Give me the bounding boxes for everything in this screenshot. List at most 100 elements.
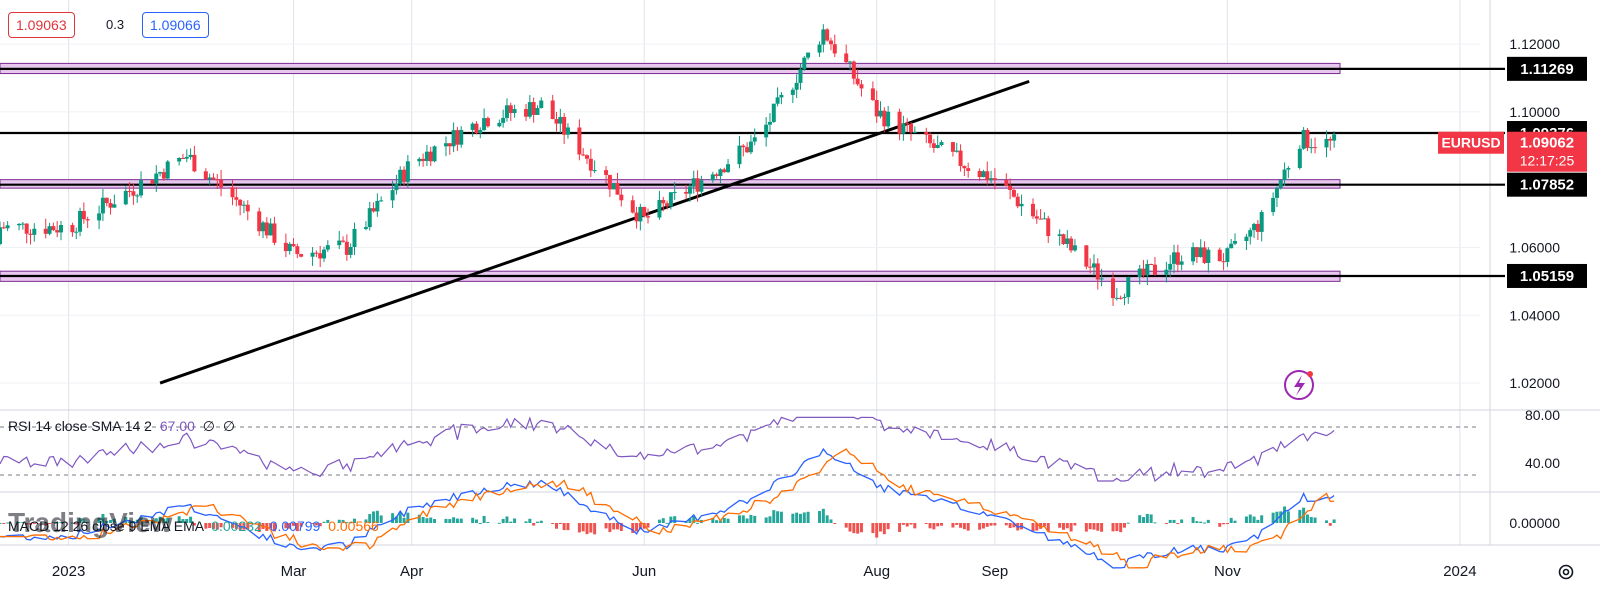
candle[interactable] bbox=[161, 172, 166, 179]
candle[interactable] bbox=[657, 199, 662, 218]
candle[interactable] bbox=[272, 223, 277, 243]
candle[interactable] bbox=[363, 227, 368, 229]
candle[interactable] bbox=[154, 173, 159, 184]
candle[interactable] bbox=[108, 203, 113, 208]
candle[interactable] bbox=[962, 165, 967, 169]
candle[interactable] bbox=[325, 245, 330, 250]
candle[interactable] bbox=[192, 154, 197, 172]
candle[interactable] bbox=[78, 210, 83, 232]
candle[interactable] bbox=[1274, 187, 1279, 198]
candle[interactable] bbox=[661, 199, 666, 204]
candle[interactable] bbox=[1164, 269, 1169, 275]
candle[interactable] bbox=[585, 155, 590, 159]
candle[interactable] bbox=[901, 123, 906, 134]
candle[interactable] bbox=[722, 169, 727, 173]
candle[interactable] bbox=[394, 183, 399, 191]
candle[interactable] bbox=[478, 129, 483, 134]
candle[interactable] bbox=[1015, 196, 1020, 207]
candle[interactable] bbox=[180, 158, 185, 160]
candle[interactable] bbox=[1019, 203, 1024, 207]
candle[interactable] bbox=[817, 44, 822, 53]
candle[interactable] bbox=[158, 172, 163, 174]
candle[interactable] bbox=[508, 105, 513, 114]
candle[interactable] bbox=[554, 119, 559, 124]
candle[interactable] bbox=[1042, 218, 1047, 220]
candle[interactable] bbox=[322, 249, 326, 259]
candle[interactable] bbox=[794, 82, 799, 90]
candle[interactable] bbox=[882, 110, 887, 127]
candle[interactable] bbox=[424, 151, 429, 161]
candle[interactable] bbox=[764, 124, 769, 138]
candle[interactable] bbox=[428, 151, 433, 162]
candle[interactable] bbox=[1255, 223, 1260, 232]
candle[interactable] bbox=[32, 228, 37, 235]
candle[interactable] bbox=[619, 194, 624, 201]
candle[interactable] bbox=[318, 253, 323, 259]
candle[interactable] bbox=[550, 100, 555, 120]
candle[interactable] bbox=[470, 123, 475, 130]
candle[interactable] bbox=[737, 145, 742, 165]
candle[interactable] bbox=[897, 111, 902, 134]
candle[interactable] bbox=[352, 228, 357, 248]
candle[interactable] bbox=[85, 219, 90, 221]
candle[interactable] bbox=[150, 180, 155, 184]
candle[interactable] bbox=[1137, 268, 1142, 278]
candle[interactable] bbox=[981, 171, 986, 178]
candle[interactable] bbox=[832, 44, 837, 54]
candle[interactable] bbox=[70, 225, 75, 233]
candle[interactable] bbox=[238, 199, 243, 206]
candle[interactable] bbox=[592, 170, 597, 172]
candle[interactable] bbox=[375, 200, 380, 212]
candle[interactable] bbox=[211, 177, 216, 180]
candle[interactable] bbox=[1038, 218, 1043, 220]
candle[interactable] bbox=[207, 177, 212, 180]
candle[interactable] bbox=[1141, 268, 1146, 276]
candle[interactable] bbox=[886, 111, 891, 127]
candle[interactable] bbox=[1194, 247, 1199, 258]
candle[interactable] bbox=[283, 242, 288, 252]
candle[interactable] bbox=[806, 52, 811, 58]
level-price-label[interactable] bbox=[1507, 56, 1587, 81]
lightning-icon[interactable] bbox=[1284, 370, 1314, 400]
candle[interactable] bbox=[646, 216, 650, 218]
candle[interactable] bbox=[992, 178, 997, 181]
candle[interactable] bbox=[1313, 147, 1318, 149]
candle[interactable] bbox=[1297, 148, 1302, 169]
candle[interactable] bbox=[985, 171, 990, 181]
candle[interactable] bbox=[20, 223, 25, 225]
candle[interactable] bbox=[665, 203, 670, 207]
candle[interactable] bbox=[1095, 263, 1100, 280]
candle[interactable] bbox=[344, 241, 349, 255]
candle[interactable] bbox=[219, 179, 224, 188]
candle[interactable] bbox=[966, 168, 971, 171]
candle[interactable] bbox=[402, 169, 407, 182]
candle[interactable] bbox=[1152, 264, 1157, 275]
candle[interactable] bbox=[184, 156, 189, 159]
candle[interactable] bbox=[524, 109, 529, 117]
candle[interactable] bbox=[139, 180, 144, 196]
symbol-label[interactable] bbox=[1438, 131, 1504, 154]
candle[interactable] bbox=[1168, 263, 1173, 270]
candle[interactable] bbox=[828, 40, 833, 45]
candle[interactable] bbox=[203, 171, 208, 180]
candle[interactable] bbox=[485, 118, 490, 127]
candle[interactable] bbox=[1122, 297, 1127, 299]
candle[interactable] bbox=[47, 226, 52, 234]
candle[interactable] bbox=[1034, 216, 1039, 219]
candle[interactable] bbox=[1126, 277, 1131, 298]
candle[interactable] bbox=[1061, 234, 1066, 245]
candle[interactable] bbox=[1046, 218, 1051, 236]
candle[interactable] bbox=[482, 118, 487, 130]
candle[interactable] bbox=[1145, 263, 1150, 276]
candle[interactable] bbox=[878, 110, 883, 117]
candle[interactable] bbox=[565, 127, 570, 135]
candle[interactable] bbox=[909, 123, 914, 133]
candle[interactable] bbox=[954, 150, 959, 152]
candle[interactable] bbox=[51, 226, 56, 231]
candle[interactable] bbox=[17, 223, 22, 226]
candle[interactable] bbox=[874, 100, 879, 117]
candle[interactable] bbox=[924, 131, 929, 135]
candle[interactable] bbox=[581, 154, 586, 156]
candle[interactable] bbox=[341, 240, 346, 242]
